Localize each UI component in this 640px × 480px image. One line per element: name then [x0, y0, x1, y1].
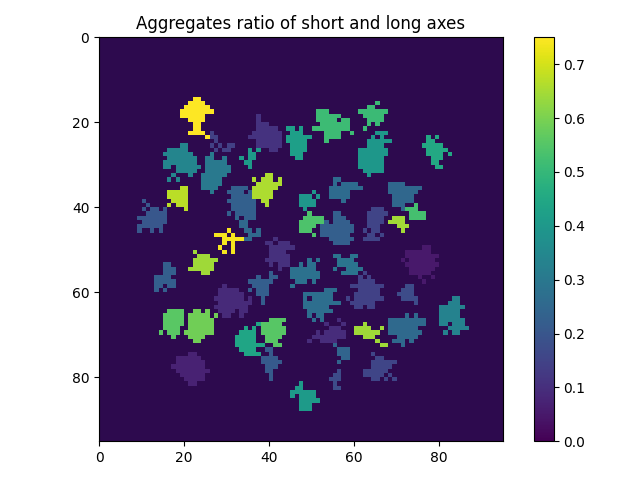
Title: Aggregates ratio of short and long axes: Aggregates ratio of short and long axes [136, 15, 466, 33]
